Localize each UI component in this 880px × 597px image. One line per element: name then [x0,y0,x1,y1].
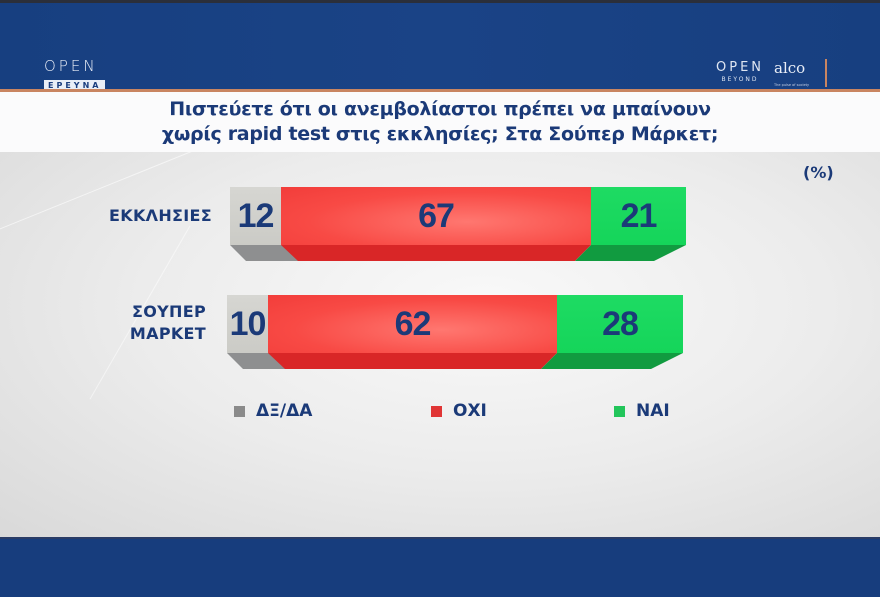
header-accent-line [0,89,880,92]
legend-label: ΝΑΙ [636,401,670,421]
footer-bar [0,539,880,597]
segment-dk-da: 12 [230,187,281,245]
segment-no: 62 [268,295,557,353]
partner-logos: OPEN BEYOND alco The pulse of society [716,59,828,92]
segment-yes: 28 [557,295,683,353]
row-label-text-1: ΣΟΥΠΕΡ [132,302,206,321]
segment-dk-da: 10 [227,295,268,353]
open-beyond-logo: OPEN BEYOND [716,61,764,83]
top-strip [0,0,880,3]
open-beyond-brand: OPEN [716,60,765,75]
bar-churches: 12 67 21 [230,187,686,261]
bar-supermarket: 10 62 28 [227,295,683,369]
legend-swatch-green [614,405,625,417]
alco-tagline: The pulse of society [774,83,810,87]
row-label-text-2: ΜΑΡΚΕΤ [129,324,206,343]
legend-swatch-gray [234,405,245,417]
bar-depth-no [281,245,591,261]
row-label-churches: ΕΚΚΛΗΣΙΕΣ [60,205,212,227]
legend-swatch-red [431,405,442,417]
bar-depth-dk [227,353,285,369]
alco-logo: alco The pulse of society [774,61,809,92]
row-label-supermarket: ΣΟΥΠΕΡ ΜΑΡΚΕΤ [60,301,206,345]
logo-divider [825,59,828,87]
question-title: Πιστεύετε ότι οι ανεμβολίαστοι πρέπει να… [0,92,880,152]
title-line-2: χωρίς rapid test στις εκκλησίες; Στα Σού… [161,123,719,145]
footer-divider [0,537,880,539]
alco-brand: alco [774,59,806,77]
header-bar: OPEN ΕΡΕΥΝΑ OPEN BEYOND alco The pulse o… [0,3,880,92]
open-logo-text: OPEN [44,57,98,75]
open-beyond-sub: BEYOND [721,76,759,83]
unit-label: (%) [803,163,834,182]
legend-item-no: ΟΧΙ [431,401,487,421]
title-line-1: Πιστεύετε ότι οι ανεμβολίαστοι πρέπει να… [169,98,711,120]
bar-depth-dk [230,245,298,261]
bar-depth-yes [575,245,686,261]
legend-item-yes: ΝΑΙ [614,401,670,421]
row-label-text: ΕΚΚΛΗΣΙΕΣ [109,206,212,225]
legend-label: ΔΞ/ΔΑ [256,401,313,421]
segment-yes: 21 [591,187,686,245]
legend-item-dk-da: ΔΞ/ΔΑ [234,401,312,421]
open-erevna-logo: OPEN ΕΡΕΥΝΑ [44,57,106,92]
legend-label: ΟΧΙ [453,401,487,421]
bar-depth-yes [541,353,683,369]
bar-depth-no [268,353,557,369]
segment-no: 67 [281,187,591,245]
